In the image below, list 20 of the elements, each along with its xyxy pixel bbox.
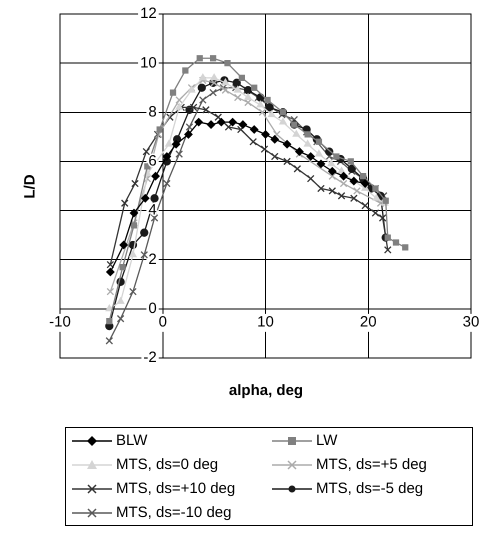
y-tick-label: 12 [140, 5, 157, 22]
y-tick-label: 0 [148, 300, 157, 317]
legend-label: MTS, ds=-10 deg [116, 504, 232, 521]
y-tick-label: -2 [143, 349, 157, 366]
legend-label: MTS, ds=+10 deg [116, 480, 236, 497]
y-tick-label: 6 [148, 152, 157, 170]
y-axis-title: L/D [22, 174, 39, 199]
x-axis-title: alpha, deg [228, 382, 304, 399]
legend-label: LW [316, 432, 338, 449]
legend-label: MTS, ds=-5 deg [316, 480, 424, 497]
x-tick-label: -10 [49, 314, 71, 330]
x-tick-label: 10 [257, 314, 274, 330]
legend-label: BLW [116, 432, 148, 449]
x-tick-label: 20 [360, 314, 377, 330]
y-tick-label: 10 [140, 54, 157, 72]
y-tick-label: 8 [148, 103, 157, 120]
x-tick-label: 30 [462, 314, 480, 330]
y-tick-label: 2 [148, 250, 157, 268]
legend-label: MTS, ds=+5 deg [316, 456, 427, 473]
legend-label: MTS, ds=0 deg [116, 456, 218, 473]
